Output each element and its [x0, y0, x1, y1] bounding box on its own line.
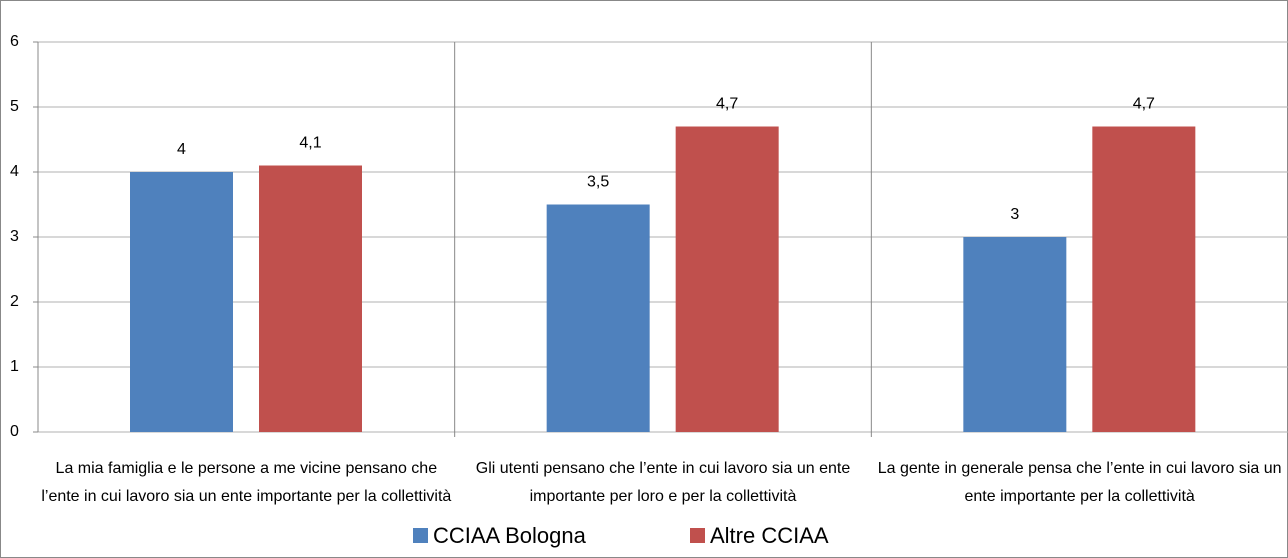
bar [546, 204, 650, 432]
y-tick-label: 5 [10, 98, 19, 115]
x-tick-label: La gente in generale pensa che l’ente in… [877, 460, 1282, 505]
y-tick-label: 3 [10, 228, 19, 245]
data-label: 4 [177, 141, 186, 158]
legend-swatch [690, 528, 705, 543]
bar [130, 172, 233, 432]
y-tick-label: 2 [10, 293, 19, 310]
data-label: 3,5 [587, 174, 609, 191]
bar [675, 126, 779, 432]
x-tick-label: La mia famiglia e le persone a me vicine… [41, 460, 452, 505]
data-label: 3 [1010, 206, 1019, 223]
bar [1092, 126, 1196, 432]
bar [259, 165, 362, 432]
data-label: 4,7 [716, 96, 738, 113]
y-tick-label: 4 [10, 163, 19, 180]
legend-label: CCIAA Bologna [433, 523, 587, 548]
data-label: 4,7 [1133, 96, 1155, 113]
y-tick-label: 0 [10, 423, 19, 440]
data-label: 4,1 [299, 135, 321, 152]
y-tick-label: 1 [10, 358, 19, 375]
y-tick-label: 6 [10, 33, 19, 50]
legend-label: Altre CCIAA [710, 523, 829, 548]
bar [963, 237, 1067, 432]
legend-swatch [413, 528, 428, 543]
x-tick-label: Gli utenti pensano che l’ente in cui lav… [475, 460, 851, 505]
